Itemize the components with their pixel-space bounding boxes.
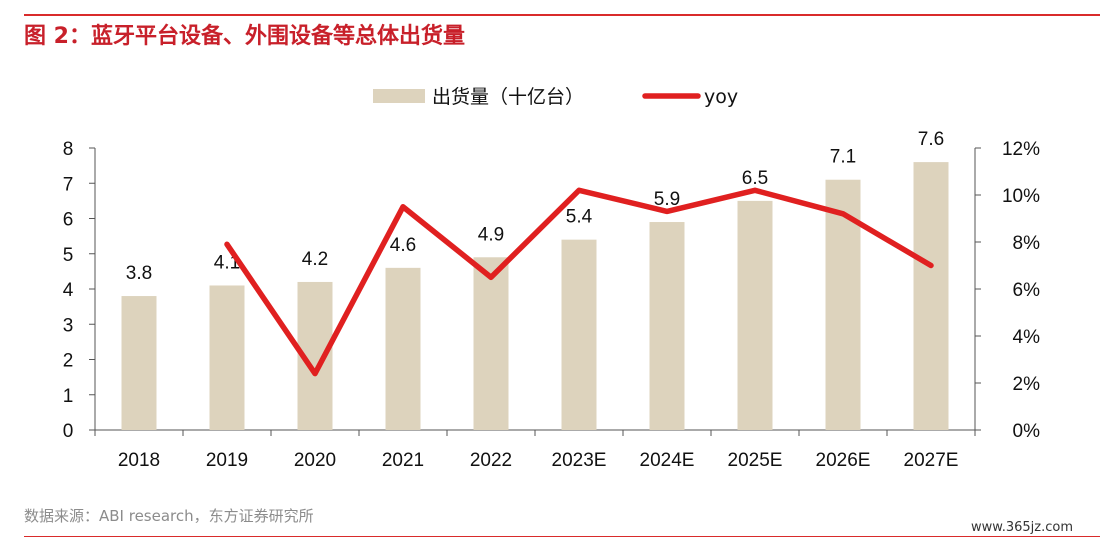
legend-bar-swatch [373,89,425,103]
bar-data-label: 7.1 [830,147,856,168]
left-tick-label: 6 [63,210,74,231]
bar [649,222,685,430]
x-tick-label: 2019 [206,450,248,471]
top-rule [24,14,1100,16]
bar [121,296,157,430]
bar-data-label: 4.9 [478,224,504,245]
left-tick-label: 1 [63,386,74,407]
left-tick-label: 0 [63,421,74,442]
watermark: www.365jz.com [968,520,1076,535]
x-tick-label: 2027E [904,450,959,471]
bar [825,179,861,430]
x-tick-label: 2020 [294,450,336,471]
right-tick-label: 6% [1013,280,1041,301]
right-tick-label: 8% [1013,233,1041,254]
left-tick-label: 7 [63,174,74,195]
legend-bar-label: 出货量（十亿台） [432,86,584,108]
bar-data-label: 5.9 [654,189,680,210]
x-tick-label: 2025E [728,450,783,471]
bar-data-label: 3.8 [126,263,152,284]
right-tick-label: 2% [1013,374,1041,395]
bar-data-label: 5.4 [566,207,593,228]
bar-data-label: 6.5 [742,168,768,189]
bar [209,285,245,430]
right-tick-label: 10% [1002,186,1040,207]
x-tick-label: 2022 [470,450,512,471]
x-tick-label: 2026E [816,450,871,471]
bar [473,257,509,430]
bar-data-label: 7.6 [918,129,944,150]
left-tick-label: 4 [63,280,74,301]
bar [385,267,421,430]
x-tick-label: 2021 [382,450,424,471]
left-tick-label: 8 [63,139,74,160]
left-tick-label: 5 [63,245,74,266]
bottom-rule [24,536,1100,537]
x-tick-label: 2024E [640,450,695,471]
bar [913,162,949,430]
right-tick-label: 12% [1002,139,1040,160]
chart-title: 图 2：蓝牙平台设备、外围设备等总体出货量 [24,24,465,49]
left-tick-label: 3 [63,315,74,336]
right-tick-label: 0% [1013,421,1041,442]
left-tick-label: 2 [63,351,74,372]
bar [737,200,773,430]
legend-line-label: yoy [704,86,738,108]
bar-data-label: 4.2 [302,249,328,270]
bar-data-label: 4.6 [390,235,416,256]
x-tick-label: 2018 [118,450,160,471]
x-tick-label: 2023E [552,450,607,471]
bar [561,239,597,430]
source-note: 数据来源：ABI research，东方证券研究所 [24,507,314,525]
right-tick-label: 4% [1013,327,1041,348]
